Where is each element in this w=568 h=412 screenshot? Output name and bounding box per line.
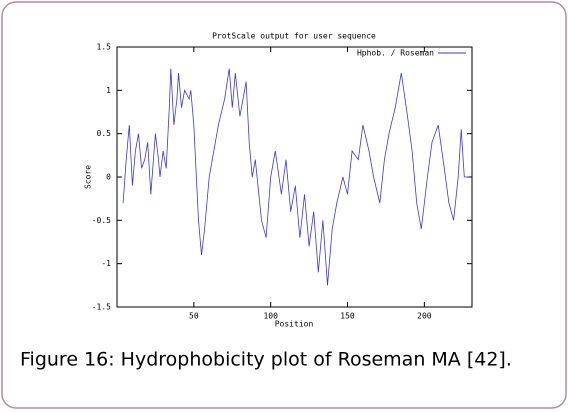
x-tick-label: 200 <box>417 312 432 321</box>
y-tick-label: 1.5 <box>97 43 112 52</box>
y-tick-label: -1 <box>101 259 111 268</box>
x-tick-label: 150 <box>340 312 355 321</box>
x-axis-label: Position <box>275 320 314 329</box>
x-tick-label: 100 <box>263 312 278 321</box>
y-tick-label: 1 <box>106 86 111 95</box>
y-tick-label: 0 <box>106 173 111 182</box>
y-axis-label: Score <box>84 165 93 189</box>
legend-label: Hphob. / Roseman <box>357 49 434 58</box>
caption: Figure 16: Hydrophobicity plot of Rosema… <box>20 349 512 371</box>
chart-title: ProtScale output for user sequence <box>212 32 376 41</box>
x-tick-label: 50 <box>189 312 199 321</box>
y-tick-label: -0.5 <box>92 216 111 225</box>
y-tick-label: -1.5 <box>92 303 111 312</box>
data-line <box>122 68 469 286</box>
y-tick-label: 0.5 <box>97 129 112 138</box>
